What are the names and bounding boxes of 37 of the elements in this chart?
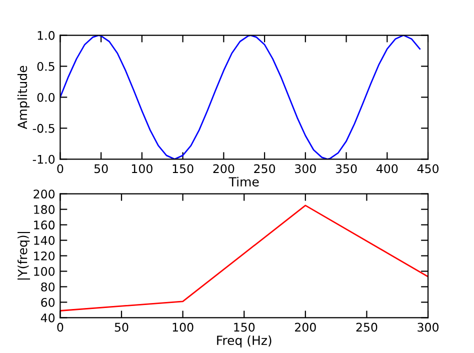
x-tick-label: 50 [114,322,128,332]
x-tick-label: 200 [213,164,234,174]
y-tick-label: 160 [34,220,55,230]
y-tick-label: -1.0 [32,154,55,164]
y-tick-label: 0.0 [37,92,55,102]
x-tick-label: 250 [356,322,378,332]
x-tick-label: 300 [295,164,316,174]
x-tick-label: 250 [254,164,276,174]
y-tick-label: 40 [40,313,55,322]
x-tick-label: 300 [418,322,439,332]
x-tick-label: 450 [417,164,439,174]
y-tick-label: 80 [41,282,55,292]
y-tick-label: 200 [34,190,55,198]
y-tick-label: 60 [41,298,55,307]
x-axis-title: Time [228,176,259,187]
x-tick-label: 100 [172,322,194,332]
y-axis-title: |Y(freq)| [18,232,30,280]
y-tick-label: 0.5 [37,62,54,71]
y-tick-label: 100 [34,266,55,276]
x-tick-label: 150 [234,322,255,332]
y-tick-label: 1.0 [38,31,55,40]
x-tick-label: 350 [336,164,357,174]
x-tick-label: 0 [57,164,64,174]
y-tick-label: 120 [34,251,55,260]
x-tick-label: 0 [57,322,64,332]
x-tick-label: 200 [295,322,316,332]
x-tick-label: 400 [376,164,398,174]
x-tick-label: 150 [172,164,194,174]
line-series [60,35,421,160]
x-tick-label: 100 [132,164,152,174]
y-tick-label: -0.5 [32,124,54,133]
line-series [60,204,428,312]
y-tick-label: 180 [34,205,55,214]
x-tick-label: 50 [94,164,108,174]
y-tick-label: 140 [34,236,55,245]
y-axis-title: Amplitude [17,66,30,130]
x-axis-title: Freq (Hz) [217,335,272,348]
